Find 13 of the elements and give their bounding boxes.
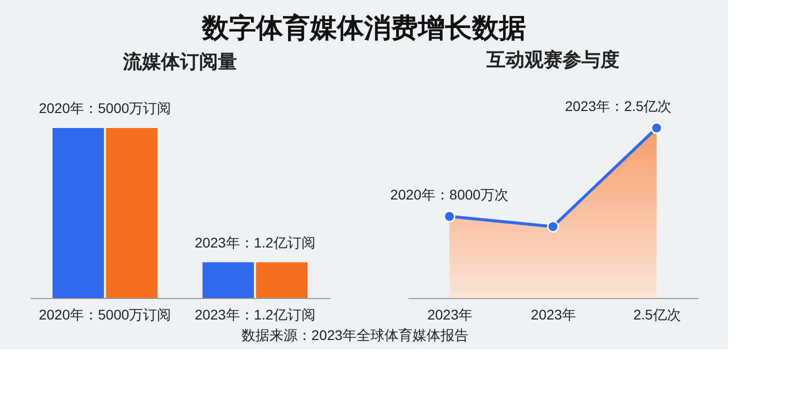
annotation: 2023年：2.5亿次 — [564, 98, 672, 114]
annotation: 2023年：1.2亿订阅 — [194, 234, 316, 250]
x-tick-label: 2023年 — [427, 306, 473, 322]
annotation: 2020年：5000万订阅 — [38, 100, 172, 116]
x-tick-label: 2023年：1.2亿订阅 — [194, 306, 316, 322]
source-note: 数据来源：2023年全球体育媒体报告 — [241, 327, 469, 343]
x-tick-label: 2023年 — [530, 306, 576, 322]
chart-title: 互动观赛参与度 — [486, 49, 620, 71]
x-tick-label: 2020年：5000万订阅 — [38, 306, 172, 322]
chart-title: 数字体育媒体消费增长数据 — [201, 13, 526, 43]
chart-subtitle: 流媒体订阅量 — [122, 51, 237, 73]
annotation: 2020年：8000万次 — [390, 186, 509, 202]
x-tick-label: 2.5亿次 — [633, 306, 681, 322]
